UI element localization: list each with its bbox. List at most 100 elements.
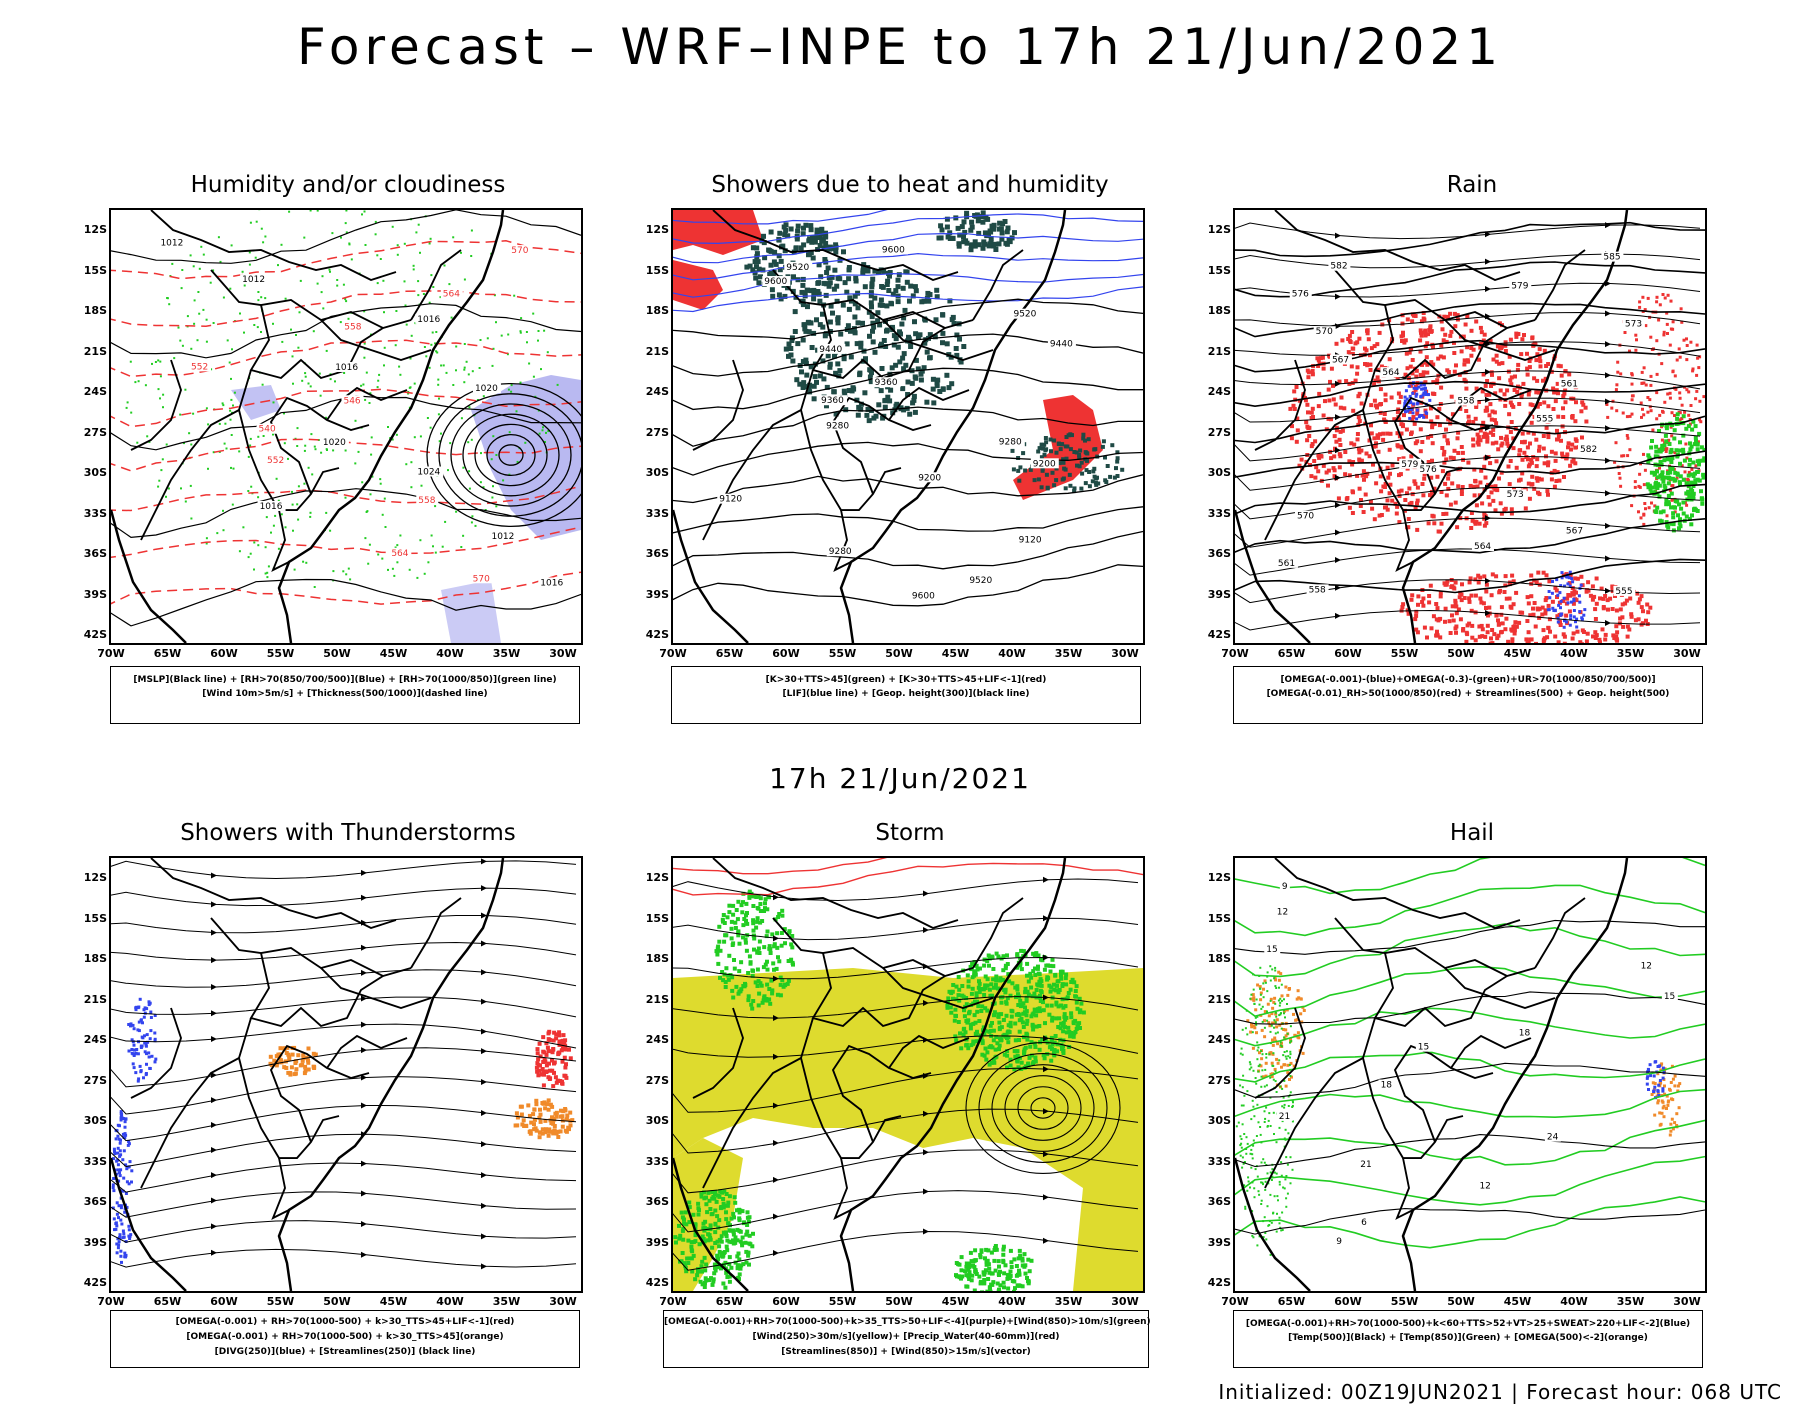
field-cell bbox=[871, 339, 876, 344]
field-cell bbox=[1586, 632, 1590, 636]
field-cell bbox=[1047, 1013, 1051, 1017]
field-cell bbox=[1643, 502, 1646, 505]
field-cell bbox=[329, 530, 331, 532]
streamline bbox=[111, 1249, 576, 1267]
field-cell bbox=[1412, 479, 1416, 483]
field-cell bbox=[1561, 571, 1564, 574]
field-cell bbox=[181, 269, 183, 271]
field-cell bbox=[1061, 970, 1065, 974]
field-cell bbox=[238, 450, 240, 452]
field-cell bbox=[1503, 590, 1507, 594]
field-cell bbox=[345, 573, 347, 575]
field-cell bbox=[1484, 521, 1488, 525]
field-cell bbox=[989, 982, 993, 986]
field-cell bbox=[1641, 408, 1644, 411]
field-cell bbox=[381, 558, 383, 560]
field-cell bbox=[1506, 640, 1510, 643]
field-cell bbox=[549, 1103, 553, 1107]
field-cell bbox=[1695, 374, 1698, 377]
field-cell bbox=[399, 374, 401, 376]
field-cell bbox=[782, 232, 787, 237]
field-cell bbox=[200, 246, 202, 248]
field-cell bbox=[1384, 393, 1388, 397]
field-cell bbox=[1558, 591, 1561, 594]
field-cell bbox=[1661, 439, 1664, 442]
field-cell bbox=[199, 268, 201, 270]
field-cell bbox=[122, 1177, 125, 1180]
field-cell bbox=[440, 365, 442, 367]
field-cell bbox=[308, 467, 310, 469]
field-cell bbox=[1069, 1011, 1073, 1015]
field-cell bbox=[143, 1034, 146, 1037]
field-cell bbox=[969, 220, 974, 225]
field-cell bbox=[547, 1037, 551, 1041]
streamline-arrow bbox=[211, 1172, 217, 1178]
field-cell bbox=[1696, 344, 1699, 347]
field-cell bbox=[758, 902, 762, 906]
field-cell bbox=[1631, 413, 1634, 416]
field-cell bbox=[483, 395, 485, 397]
field-cell bbox=[1288, 407, 1292, 411]
field-cell bbox=[1640, 605, 1644, 609]
field-cell bbox=[1443, 482, 1447, 486]
field-cell bbox=[1683, 459, 1687, 463]
field-cell bbox=[178, 327, 180, 329]
contour-label: 1024 bbox=[417, 467, 440, 477]
field-cell bbox=[231, 244, 233, 246]
field-cell bbox=[685, 1257, 689, 1261]
field-cell bbox=[1445, 438, 1449, 442]
field-cell bbox=[380, 258, 382, 260]
field-cell bbox=[1557, 604, 1560, 607]
field-cell bbox=[988, 1271, 992, 1275]
field-cell bbox=[1018, 999, 1022, 1003]
field-cell bbox=[1028, 1056, 1032, 1060]
field-cell bbox=[972, 1265, 976, 1269]
field-cell bbox=[940, 331, 945, 336]
field-cell bbox=[336, 285, 338, 287]
field-cell bbox=[539, 1113, 543, 1117]
field-cell bbox=[1420, 388, 1423, 391]
field-cell bbox=[419, 539, 421, 541]
field-cell bbox=[1425, 636, 1429, 640]
field-cell bbox=[969, 1026, 973, 1030]
field-cell bbox=[213, 322, 215, 324]
field-cell bbox=[973, 1248, 977, 1252]
field-cell bbox=[1277, 1062, 1280, 1065]
field-cell bbox=[1424, 411, 1427, 414]
field-cell bbox=[988, 988, 992, 992]
field-cell bbox=[393, 575, 395, 577]
state-border bbox=[321, 320, 431, 360]
field-cell bbox=[1039, 977, 1043, 981]
field-cell bbox=[1669, 397, 1672, 400]
field-cell bbox=[274, 515, 276, 517]
field-cell bbox=[1424, 334, 1428, 338]
streamline-arrow bbox=[361, 1191, 367, 1197]
field-cell bbox=[1442, 355, 1446, 359]
field-cell bbox=[1555, 429, 1559, 433]
field-cell bbox=[992, 986, 996, 990]
field-cell bbox=[1534, 625, 1538, 629]
field-cell bbox=[1697, 432, 1701, 436]
field-cell bbox=[902, 351, 907, 356]
field-cell bbox=[758, 274, 763, 279]
field-cell bbox=[1666, 457, 1670, 461]
field-cell bbox=[1557, 434, 1561, 438]
field-cell bbox=[1416, 594, 1420, 598]
field-cell bbox=[190, 254, 192, 256]
field-cell bbox=[1581, 628, 1585, 632]
field-cell bbox=[1025, 962, 1029, 966]
field-cell bbox=[807, 236, 812, 241]
field-cell bbox=[396, 544, 398, 546]
field-cell bbox=[851, 387, 856, 392]
field-cell bbox=[1437, 530, 1441, 534]
field-cell bbox=[165, 496, 167, 498]
field-cell bbox=[1017, 1271, 1021, 1275]
field-cell bbox=[255, 257, 257, 259]
field-cell bbox=[1017, 1038, 1021, 1042]
field-cell bbox=[984, 1047, 988, 1051]
field-cell bbox=[979, 1009, 983, 1013]
field-cell bbox=[304, 450, 306, 452]
field-cell bbox=[771, 961, 775, 965]
field-cell bbox=[556, 1135, 560, 1139]
